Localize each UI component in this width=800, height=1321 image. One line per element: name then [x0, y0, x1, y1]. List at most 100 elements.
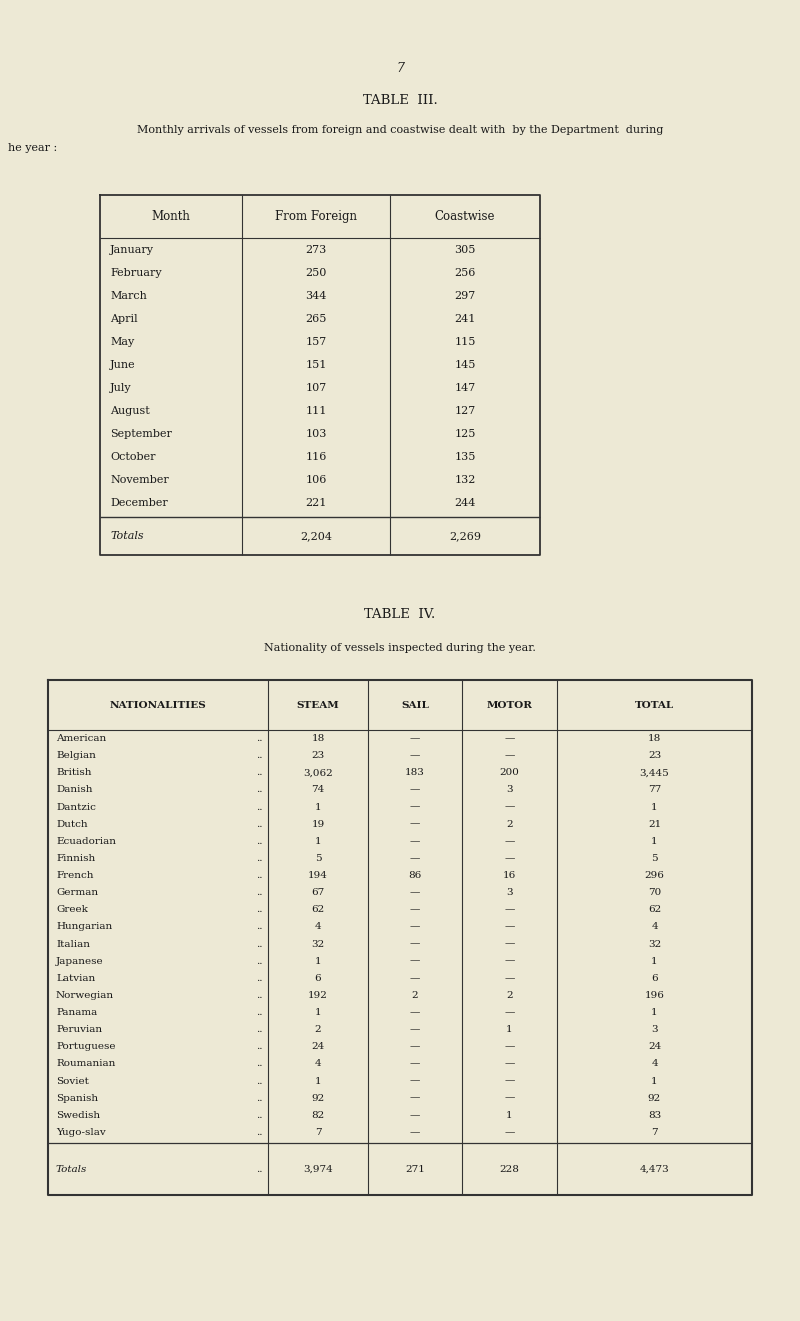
Text: 265: 265 — [306, 314, 326, 324]
Text: TOTAL: TOTAL — [635, 700, 674, 709]
Text: 77: 77 — [648, 786, 661, 794]
Text: American: American — [56, 734, 106, 742]
Text: ..: .. — [257, 1008, 263, 1017]
Text: 3,974: 3,974 — [303, 1165, 333, 1173]
Text: 18: 18 — [648, 734, 661, 742]
Text: 24: 24 — [311, 1042, 325, 1052]
Text: 157: 157 — [306, 337, 326, 347]
Text: 1: 1 — [651, 836, 658, 845]
Text: —: — — [410, 939, 420, 948]
Text: 7: 7 — [651, 1128, 658, 1137]
Text: 1: 1 — [314, 1077, 322, 1086]
Text: Latvian: Latvian — [56, 974, 95, 983]
Text: 221: 221 — [306, 498, 326, 509]
Text: —: — — [504, 1128, 514, 1137]
Text: February: February — [110, 268, 162, 277]
Text: —: — — [410, 803, 420, 811]
Text: MOTOR: MOTOR — [486, 700, 533, 709]
Text: —: — — [504, 734, 514, 742]
Text: —: — — [410, 836, 420, 845]
Text: 19: 19 — [311, 820, 325, 828]
Text: ..: .. — [257, 803, 263, 811]
Text: 244: 244 — [454, 498, 476, 509]
Text: 2: 2 — [412, 991, 418, 1000]
Text: 305: 305 — [454, 244, 476, 255]
Text: 200: 200 — [499, 769, 519, 777]
Text: —: — — [410, 786, 420, 794]
Text: —: — — [410, 820, 420, 828]
Text: 18: 18 — [311, 734, 325, 742]
Text: 250: 250 — [306, 268, 326, 277]
Text: 5: 5 — [651, 853, 658, 863]
Text: he year :: he year : — [8, 143, 58, 153]
Text: 1: 1 — [651, 1008, 658, 1017]
Text: Greek: Greek — [56, 905, 88, 914]
Text: 194: 194 — [308, 871, 328, 880]
Text: 116: 116 — [306, 452, 326, 462]
Text: 16: 16 — [503, 871, 516, 880]
Text: 273: 273 — [306, 244, 326, 255]
Text: Peruvian: Peruvian — [56, 1025, 102, 1034]
Text: SAIL: SAIL — [401, 700, 429, 709]
Text: 83: 83 — [648, 1111, 661, 1120]
Text: 145: 145 — [454, 359, 476, 370]
Text: June: June — [110, 359, 136, 370]
Text: 6: 6 — [651, 974, 658, 983]
Text: —: — — [504, 1077, 514, 1086]
Text: 3: 3 — [506, 888, 513, 897]
Text: October: October — [110, 452, 155, 462]
Text: TABLE  IV.: TABLE IV. — [364, 609, 436, 621]
Text: Dantzic: Dantzic — [56, 803, 96, 811]
Text: —: — — [504, 939, 514, 948]
Text: Coastwise: Coastwise — [434, 210, 495, 223]
Text: Italian: Italian — [56, 939, 90, 948]
Text: Panama: Panama — [56, 1008, 98, 1017]
Text: —: — — [410, 974, 420, 983]
Text: NATIONALITIES: NATIONALITIES — [110, 700, 206, 709]
Text: From Foreign: From Foreign — [275, 210, 357, 223]
Text: ..: .. — [257, 871, 263, 880]
Text: 7: 7 — [314, 1128, 322, 1137]
Text: British: British — [56, 769, 91, 777]
Text: —: — — [410, 1128, 420, 1137]
Text: 1: 1 — [314, 956, 322, 966]
Text: December: December — [110, 498, 168, 509]
Text: 1: 1 — [506, 1025, 513, 1034]
Text: 127: 127 — [454, 406, 476, 416]
Text: 1: 1 — [506, 1111, 513, 1120]
Text: ..: .. — [257, 991, 263, 1000]
Text: —: — — [410, 922, 420, 931]
Text: STEAM: STEAM — [297, 700, 339, 709]
Text: Japanese: Japanese — [56, 956, 104, 966]
Text: French: French — [56, 871, 94, 880]
Text: 6: 6 — [314, 974, 322, 983]
Text: Totals: Totals — [56, 1165, 87, 1173]
Text: 4: 4 — [314, 1059, 322, 1069]
Text: ..: .. — [257, 1128, 263, 1137]
Text: 92: 92 — [311, 1094, 325, 1103]
Text: 103: 103 — [306, 429, 326, 439]
Text: Month: Month — [151, 210, 190, 223]
Text: 2: 2 — [314, 1025, 322, 1034]
Text: 3: 3 — [651, 1025, 658, 1034]
Text: ..: .. — [257, 1165, 263, 1173]
Text: —: — — [410, 1008, 420, 1017]
Text: 2: 2 — [506, 991, 513, 1000]
Text: —: — — [410, 888, 420, 897]
Text: ..: .. — [257, 734, 263, 742]
Text: 3: 3 — [506, 786, 513, 794]
Text: September: September — [110, 429, 172, 439]
Text: July: July — [110, 383, 132, 394]
Text: 2,204: 2,204 — [300, 531, 332, 542]
Text: 67: 67 — [311, 888, 325, 897]
Text: —: — — [410, 1059, 420, 1069]
Text: —: — — [504, 1059, 514, 1069]
Text: —: — — [504, 836, 514, 845]
Text: ..: .. — [257, 974, 263, 983]
Text: ..: .. — [257, 1025, 263, 1034]
Text: 107: 107 — [306, 383, 326, 394]
Text: May: May — [110, 337, 134, 347]
Text: TABLE  III.: TABLE III. — [362, 94, 438, 107]
Text: ..: .. — [257, 888, 263, 897]
Text: —: — — [410, 1025, 420, 1034]
